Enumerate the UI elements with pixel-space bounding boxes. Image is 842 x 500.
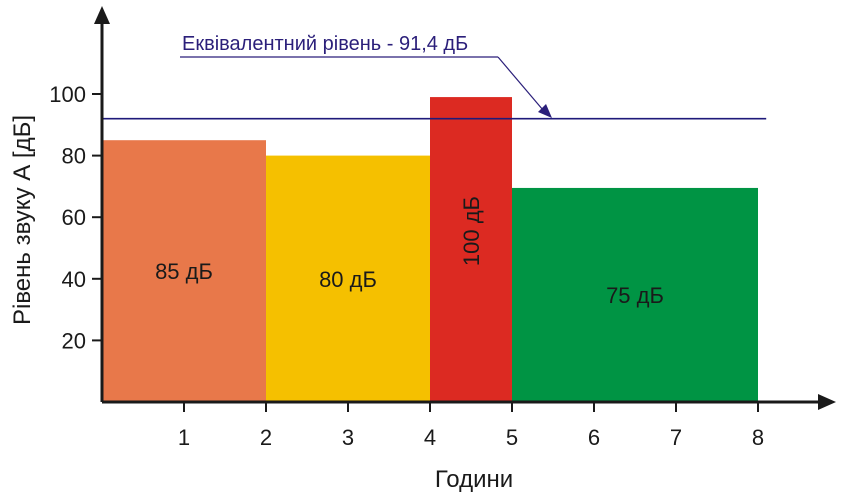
annotation-arrowhead (538, 104, 552, 118)
y-axis-arrow (94, 6, 110, 24)
equivalent-level-annotation: Еквівалентний рівень - 91,4 дБ (182, 33, 468, 55)
x-tick-label-4: 4 (424, 425, 436, 450)
y-axis-title: Рівень звуку А [дБ] (9, 115, 36, 325)
y-tick-label-80: 80 (62, 144, 86, 169)
x-tick-label-6: 6 (588, 425, 600, 450)
reference-layer (102, 56, 767, 120)
y-tick-label-20: 20 (62, 328, 86, 353)
x-tick-label-2: 2 (260, 425, 272, 450)
x-tick-label-7: 7 (670, 425, 682, 450)
bar-label-2: 80 дБ (319, 267, 377, 292)
bar-2 (266, 155, 430, 402)
annotation-leader (497, 56, 544, 111)
x-tick-label-3: 3 (342, 425, 354, 450)
x-tick-label-1: 1 (178, 425, 190, 450)
x-axis-title: Години (435, 466, 513, 493)
x-tick-label-8: 8 (752, 425, 764, 450)
axes-layer (94, 6, 836, 410)
bars-layer: 85 дБ 80 дБ 100 дБ 75 дБ (102, 97, 758, 402)
bar-1 (102, 140, 266, 402)
x-axis-arrow (818, 394, 836, 410)
x-tick-label-5: 5 (506, 425, 518, 450)
bar-label-4: 75 дБ (606, 283, 664, 308)
y-tick-label-100: 100 (49, 82, 86, 107)
ticks-layer: 1 2 3 4 5 6 7 8 20 40 60 80 100 (49, 82, 764, 450)
bar-label-3: 100 дБ (459, 196, 484, 266)
labels-layer: Години Рівень звуку А [дБ] Еквівалентний… (9, 33, 513, 493)
bar-4 (512, 187, 758, 402)
y-tick-label-40: 40 (62, 267, 86, 292)
bar-3 (430, 97, 512, 402)
bar-label-1: 85 дБ (155, 259, 213, 284)
y-tick-label-60: 60 (62, 205, 86, 230)
